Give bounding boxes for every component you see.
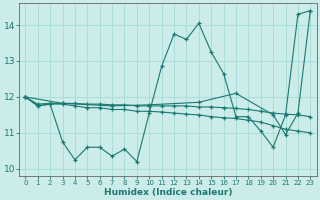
X-axis label: Humidex (Indice chaleur): Humidex (Indice chaleur) [104,188,232,197]
